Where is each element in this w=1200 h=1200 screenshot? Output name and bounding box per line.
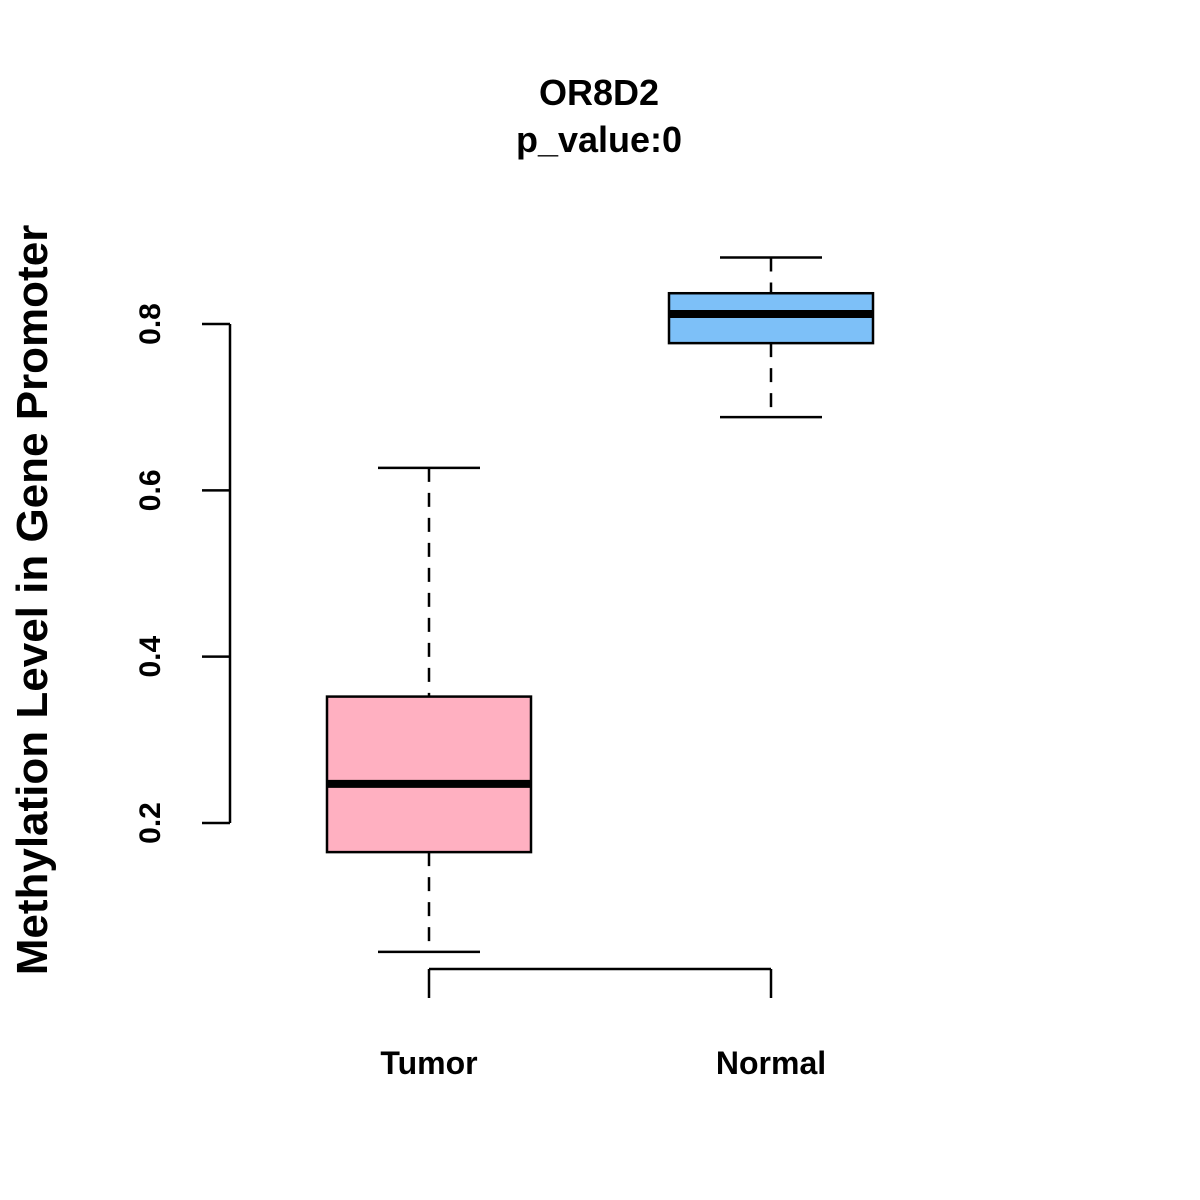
box-rect (325, 695, 533, 854)
y-tick-label: 0.2 (134, 802, 167, 844)
y-axis-label: Methylation Level in Gene Promoter (8, 225, 57, 976)
box-normal (667, 256, 875, 419)
y-axis: 0.2 0.4 0.6 0.8 (134, 303, 232, 844)
y-tick-label: 0.6 (134, 469, 167, 511)
x-axis: Tumor Normal (380, 967, 826, 1081)
y-tick-label: 0.8 (134, 303, 167, 345)
x-tick-label-tumor: Tumor (380, 1045, 477, 1081)
y-tick-label: 0.4 (134, 636, 167, 678)
chart-title: OR8D2 (539, 72, 659, 113)
chart-subtitle: p_value:0 (516, 119, 682, 160)
box-rect (667, 291, 875, 345)
x-tick-label-normal: Normal (716, 1045, 826, 1081)
box-tumor (325, 466, 533, 954)
box-series (325, 256, 875, 954)
